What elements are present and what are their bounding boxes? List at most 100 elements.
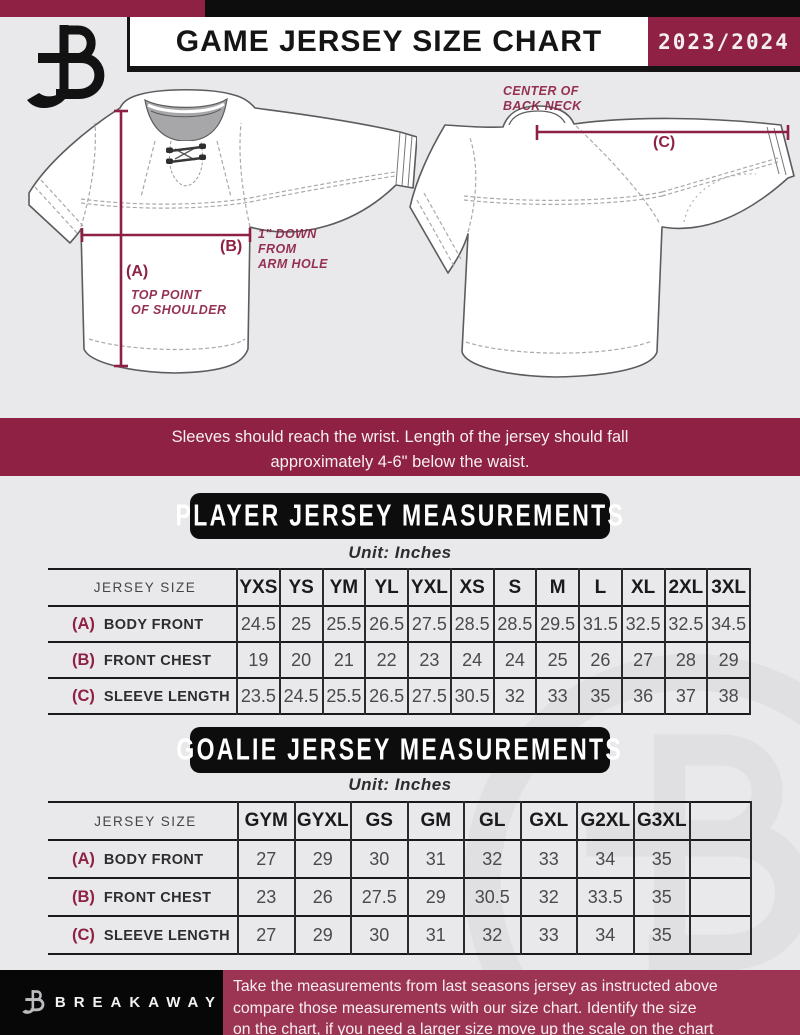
a-tag: (A): [126, 263, 149, 280]
measurement-value: 35: [632, 916, 690, 954]
player-unit-label: Unit: Inches: [348, 543, 452, 562]
row-label: SLEEVE LENGTH: [103, 927, 230, 944]
measurement-value: 24.5: [236, 606, 280, 642]
a-note: TOP POINT OF SHOULDER: [131, 288, 227, 317]
collar-laces: [169, 145, 203, 164]
footer: BREAKAWAY Take the measurements from las…: [0, 970, 800, 1035]
elbow-patch-stitch: [683, 173, 757, 223]
size-column-header: YM: [321, 569, 366, 606]
top-strip-maroon: [0, 0, 205, 17]
row-label: BODY FRONT: [103, 851, 204, 868]
row-label: BODY FRONT: [103, 616, 204, 633]
measurement-value: 27: [237, 840, 295, 878]
measurement-value: 24: [492, 642, 537, 678]
measurement-value: 29: [293, 840, 351, 878]
measurement-value: 33: [519, 916, 577, 954]
goalie-size-table: JERSEY SIZE GYM GYXL GS GM GL GXL G2XL G3XL (A) BO…: [48, 801, 752, 955]
top-strip-black: [205, 0, 800, 17]
back-jersey-diagram: [409, 105, 795, 378]
season-box: 2023/2024: [648, 17, 800, 66]
c-tag: (C): [653, 134, 676, 151]
measurement-value: 21: [321, 642, 366, 678]
measurement-value: 25.5: [321, 678, 366, 714]
measurement-value: 26: [578, 642, 622, 678]
measurement-value: 34: [576, 916, 634, 954]
stitching: [34, 122, 396, 351]
measurement-value: 34: [576, 840, 634, 878]
measurement-value: 29: [293, 916, 351, 954]
fit-instructions-banner: Sleeves should reach the wrist. Length o…: [0, 418, 800, 476]
measurement-value: 37: [663, 678, 708, 714]
measurement-value: 25.5: [321, 606, 366, 642]
size-column-header: G3XL: [632, 802, 690, 840]
player-section-title-badge: PLAYER JERSEY MEASUREMENTS: [175, 493, 623, 539]
measurement-value: 24.5: [278, 678, 323, 714]
size-column-header: YS: [278, 569, 323, 606]
banner-line-1: Sleeves should reach the wrist. Length o…: [171, 428, 629, 446]
measurement-row: (C) SLEEVE LENGTH 27 29 30 31 32 33 34 35: [48, 916, 752, 954]
size-column-header: GM: [406, 802, 464, 840]
measurement-value: 27.5: [407, 678, 451, 714]
jersey-size-header: JERSEY SIZE: [93, 580, 197, 595]
size-column-header: 3XL: [706, 569, 751, 606]
measurement-value: 26.5: [364, 606, 408, 642]
page-title: GAME JERSEY SIZE CHART: [175, 24, 603, 58]
measurement-value: 27.5: [407, 606, 451, 642]
size-column-header: [689, 802, 752, 840]
row-tag: (C): [72, 686, 95, 705]
size-column-header: YXL: [407, 569, 451, 606]
measurement-value: 32.5: [620, 606, 665, 642]
measurement-value: 19: [236, 642, 280, 678]
size-column-header: GYM: [237, 802, 295, 840]
banner-line-2: approximately 4-6" below the waist.: [270, 453, 530, 471]
measurement-row: (B) FRONT CHEST 19 20 21 22 23 24 24 25 26 27 28 29: [48, 642, 751, 678]
size-column-header: 2XL: [663, 569, 708, 606]
measurement-value: 30.5: [463, 878, 521, 916]
measurement-value: 25: [278, 606, 323, 642]
row-label: FRONT CHEST: [103, 652, 212, 669]
measurement-row: (A) BODY FRONT 27 29 30 31 32 33 34 35: [48, 840, 752, 878]
goalie-unit-label: Unit: Inches: [348, 775, 452, 794]
measurement-line-c: [535, 125, 790, 140]
footer-brand-name: BREAKAWAY: [54, 994, 223, 1011]
measurement-value: 33: [535, 678, 579, 714]
stitching: [416, 125, 779, 354]
measurement-value: 31: [406, 840, 464, 878]
size-column-header: GS: [350, 802, 408, 840]
measurement-value: 32: [463, 840, 521, 878]
footer-line-1: Take the measurements from last seasons …: [233, 978, 718, 995]
measurement-row-label: (C) SLEEVE LENGTH: [48, 678, 237, 714]
measurement-value: 27: [237, 916, 295, 954]
row-tag: (A): [72, 614, 95, 633]
size-column-header: GYXL: [293, 802, 351, 840]
measurement-value: [689, 840, 752, 878]
player-section-title: PLAYER JERSEY MEASUREMENTS: [175, 498, 625, 533]
player-size-table: JERSEY SIZE YXS YS YM YL YXL XS S M L XL 2XL 3XL (A) B…: [48, 568, 751, 715]
measurement-value: 34.5: [706, 606, 751, 642]
season-label: 2023/2024: [658, 29, 790, 54]
row-tag: (B): [72, 650, 95, 669]
measurement-row-label: (B) FRONT CHEST: [48, 878, 238, 916]
size-column-header: G2XL: [576, 802, 634, 840]
measurement-value: 33: [519, 840, 577, 878]
size-column-header: GL: [463, 802, 521, 840]
measurement-row-label: (B) FRONT CHEST: [48, 642, 237, 678]
measurement-value: 31: [406, 916, 464, 954]
measurement-lines-front: [80, 109, 252, 368]
measurement-value: 35: [578, 678, 622, 714]
measurement-value: 28.5: [492, 606, 537, 642]
logo-blade: [27, 88, 66, 109]
measurement-value: 31.5: [578, 606, 622, 642]
measurement-value: 32: [519, 878, 577, 916]
row-tag: (A): [72, 849, 95, 868]
measurement-value: 30.5: [449, 678, 494, 714]
measurement-value: 32.5: [663, 606, 708, 642]
title-box: GAME JERSEY SIZE CHART: [130, 17, 648, 66]
measurement-value: 30: [350, 840, 408, 878]
size-column-header: L: [578, 569, 622, 606]
row-label: FRONT CHEST: [103, 889, 212, 906]
footer-line-3: on the chart, if you need a larger size …: [233, 1021, 714, 1035]
measurement-value: 28: [663, 642, 708, 678]
measurement-row: (A) BODY FRONT 24.5 25 25.5 26.5 27.5 28.5 28.5 2…: [48, 606, 751, 642]
